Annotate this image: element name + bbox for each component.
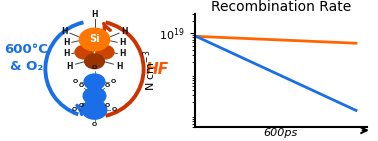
X-axis label: 600ps: 600ps bbox=[263, 128, 298, 138]
Title: Recombination Rate: Recombination Rate bbox=[211, 0, 351, 14]
Text: H: H bbox=[116, 62, 122, 71]
Text: O: O bbox=[79, 103, 84, 108]
Circle shape bbox=[84, 74, 105, 90]
Circle shape bbox=[79, 28, 110, 51]
Text: O: O bbox=[73, 79, 78, 84]
Y-axis label: N cm$^{-3}$: N cm$^{-3}$ bbox=[141, 50, 158, 91]
Text: H: H bbox=[67, 62, 73, 71]
Text: O: O bbox=[105, 83, 110, 88]
Text: O: O bbox=[112, 107, 117, 113]
Text: HF: HF bbox=[145, 62, 169, 77]
Text: O: O bbox=[72, 107, 77, 113]
Text: 600°C
& O₂: 600°C & O₂ bbox=[5, 43, 48, 73]
Text: H: H bbox=[63, 38, 70, 47]
Text: H: H bbox=[119, 49, 126, 58]
Text: O: O bbox=[105, 103, 110, 108]
Text: O: O bbox=[92, 122, 97, 127]
Circle shape bbox=[82, 101, 107, 119]
Text: H: H bbox=[61, 27, 68, 36]
Text: Si: Si bbox=[89, 34, 100, 44]
Text: H: H bbox=[119, 38, 126, 47]
Text: H: H bbox=[91, 10, 98, 19]
Text: O: O bbox=[92, 65, 97, 70]
Text: H: H bbox=[63, 49, 70, 58]
Text: O: O bbox=[79, 83, 84, 88]
Text: O: O bbox=[111, 79, 116, 84]
Circle shape bbox=[75, 45, 93, 59]
Circle shape bbox=[85, 54, 104, 69]
Circle shape bbox=[96, 45, 114, 59]
Text: H: H bbox=[121, 27, 128, 36]
Circle shape bbox=[83, 87, 106, 104]
